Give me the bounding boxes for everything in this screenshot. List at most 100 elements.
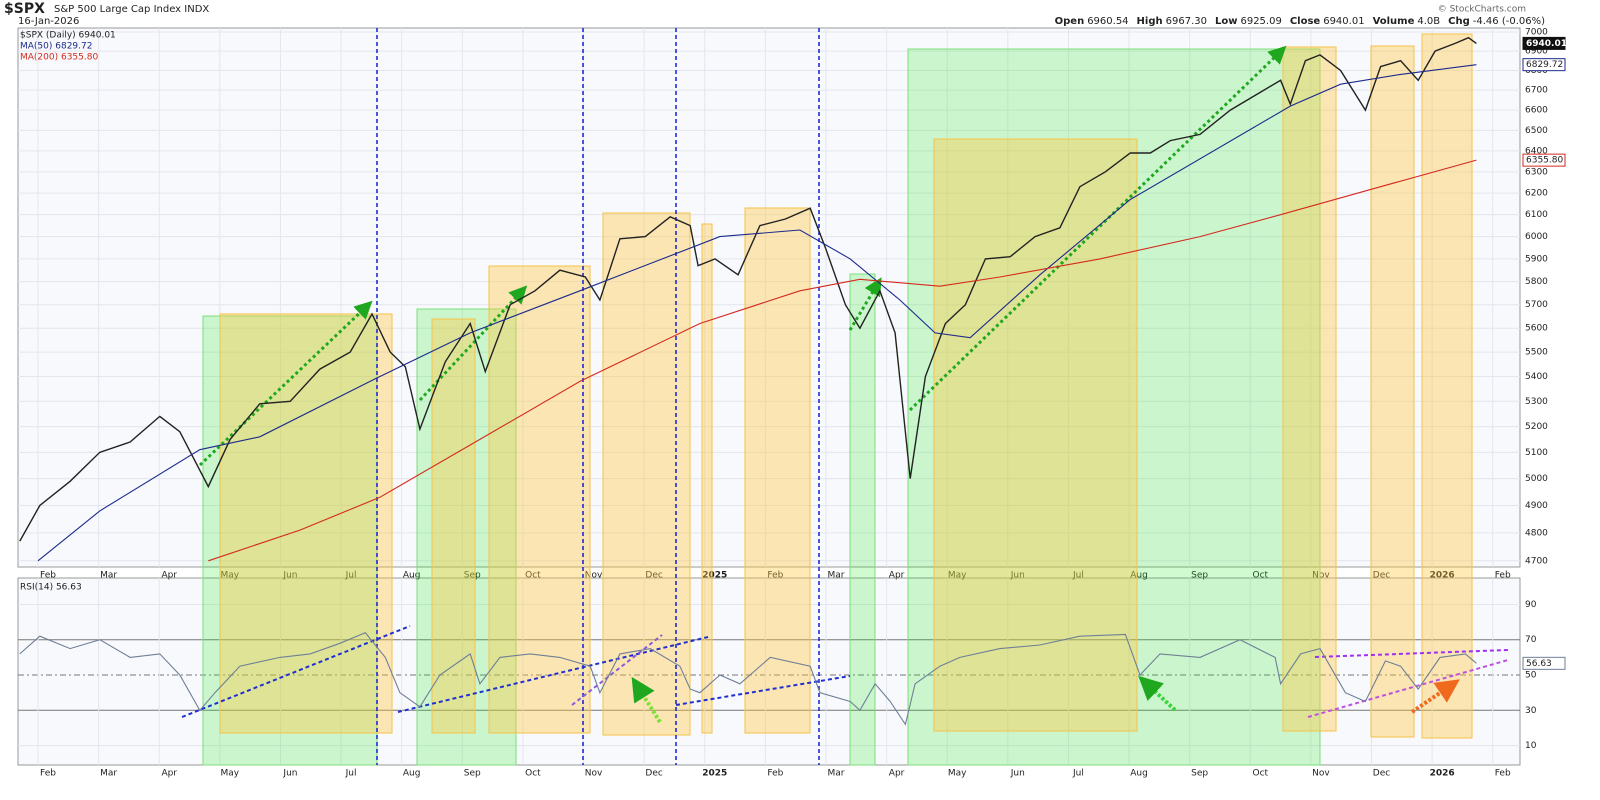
y-tick-label: 4800 [1525,528,1548,538]
x-tick-label: 2026 [1430,769,1455,779]
x-tick-label: Feb [1495,769,1511,779]
x-tick-label: Dec [645,769,662,779]
quote-value: 6925.09 [1240,16,1281,27]
trend-arrow [198,300,373,467]
x-tick-label: 2025 [702,571,727,581]
symbol: $SPX [4,1,45,17]
quote-value: 6940.01 [1323,16,1364,27]
x-tick-label: Feb [40,769,56,779]
y-tick-label: 6200 [1525,189,1548,199]
y-tick-label: 10 [1525,741,1537,751]
y-tick-label: 6700 [1525,86,1548,96]
x-tick-label: Jul [345,769,357,779]
x-tick-label: Aug [1130,571,1148,581]
value-badge [1522,153,1566,167]
x-tick-label: Aug [1130,769,1148,779]
legend: $SPX (Daily) 6940.01 MA(50) 6829.72 MA(2… [20,31,116,593]
y-tick-label: 4700 [1525,556,1548,566]
y-tick-label: 5600 [1525,324,1548,334]
x-tick-label: Nov [1312,571,1330,581]
highlight-green [202,315,378,766]
value-badge-label: 6829.72 [1526,60,1563,70]
highlight-yellow [431,318,476,734]
x-tick-label: Sep [1191,571,1208,581]
quote-label: Volume [1373,16,1415,27]
highlight-green [849,273,876,766]
y-tick-label: 30 [1525,706,1537,716]
date: 16-Jan-2026 [18,16,79,27]
x-tick-label: Mar [100,769,117,779]
x-tick-label: Feb [767,571,783,581]
x-tick-label: Apr [161,571,177,581]
y-tick-label: 6600 [1525,106,1548,116]
x-tick-label: Mar [100,571,117,581]
quote-row: Open 6960.54 High 6967.30 Low 6925.09 Close 694… [1055,16,1545,27]
value-badge [1522,36,1566,50]
trend-arrow [908,45,1287,412]
y-tick-label: 5300 [1525,397,1548,407]
x-tick-label: Nov [585,571,603,581]
highlight-yellow [933,138,1138,732]
index-name: S&P 500 Large Cap Index INDX [54,4,209,15]
x-tick-label: Aug [403,769,421,779]
rsi-panel [17,577,1521,766]
rsi-trendline [675,675,851,706]
y-tick-label: 6000 [1525,232,1548,242]
x-tick-label: Jul [345,571,357,581]
x-tick-label: Oct [525,769,541,779]
y-tick-label: 4900 [1525,501,1548,511]
quote-value: 6967.30 [1166,16,1207,27]
x-tick-label: Dec [1373,571,1390,581]
x-tick-label: Jul [1072,769,1084,779]
value-badge-label: 6355.80 [1526,156,1563,166]
value-badge [1522,656,1566,670]
y-tick-label: 6300 [1525,167,1548,177]
x-tick-label: May [948,769,967,779]
value-badge-label: 6940.01 [1526,39,1567,49]
rsi-arrow [631,676,662,724]
highlight-yellow [602,212,691,736]
trend-arrow [848,277,882,331]
x-tick-label: Jun [1010,769,1025,779]
quote-label: Low [1215,16,1237,27]
x-tick-label: Jul [1072,571,1084,581]
highlight-yellow [488,265,591,734]
y-tick-label: 90 [1525,600,1537,610]
series-line [19,632,1477,726]
y-tick-label: 5500 [1525,348,1548,358]
y-tick-label: 5000 [1525,474,1548,484]
x-tick-label: Apr [161,769,177,779]
quote-value: 6960.54 [1087,16,1128,27]
annotations [181,28,1509,766]
exchange: INDX [184,4,209,15]
x-tick-label: Oct [1252,571,1268,581]
y-tick-label: 5800 [1525,277,1548,287]
value-badge-label: 56.63 [1526,659,1552,669]
credit: © StockCharts.com [1438,5,1526,15]
y-tick-label: 5100 [1525,448,1548,458]
highlight-yellow [1282,46,1337,732]
x-tick-label: Feb [40,571,56,581]
y-tick-label: 6500 [1525,126,1548,136]
x-tick-label: Sep [464,571,481,581]
y-tick-label: 5200 [1525,422,1548,432]
x-tick-label: Sep [464,769,481,779]
y-tick-label: 5900 [1525,254,1548,264]
highlight-yellow [1421,33,1473,739]
x-tick-label: Feb [1495,571,1511,581]
x-tick-label: Mar [827,571,844,581]
x-tick-label: Jun [282,769,297,779]
quote-value: -4.46 (-0.06%) [1473,16,1545,27]
series-line [208,159,1477,562]
legend-ma200: MA(200) 6355.80 [20,53,98,63]
name: S&P 500 Large Cap Index [54,4,181,15]
x-tick-label: Sep [1191,769,1208,779]
y-tick-label: 50 [1525,671,1537,681]
highlight-yellow [701,223,713,734]
rsi-title: RSI(14) 56.63 [20,583,82,593]
quote-label: Close [1290,16,1321,27]
y-tick-label: 6900 [1525,47,1548,57]
legend-price: $SPX (Daily) 6940.01 [20,31,116,41]
x-tick-label: Dec [1373,769,1390,779]
